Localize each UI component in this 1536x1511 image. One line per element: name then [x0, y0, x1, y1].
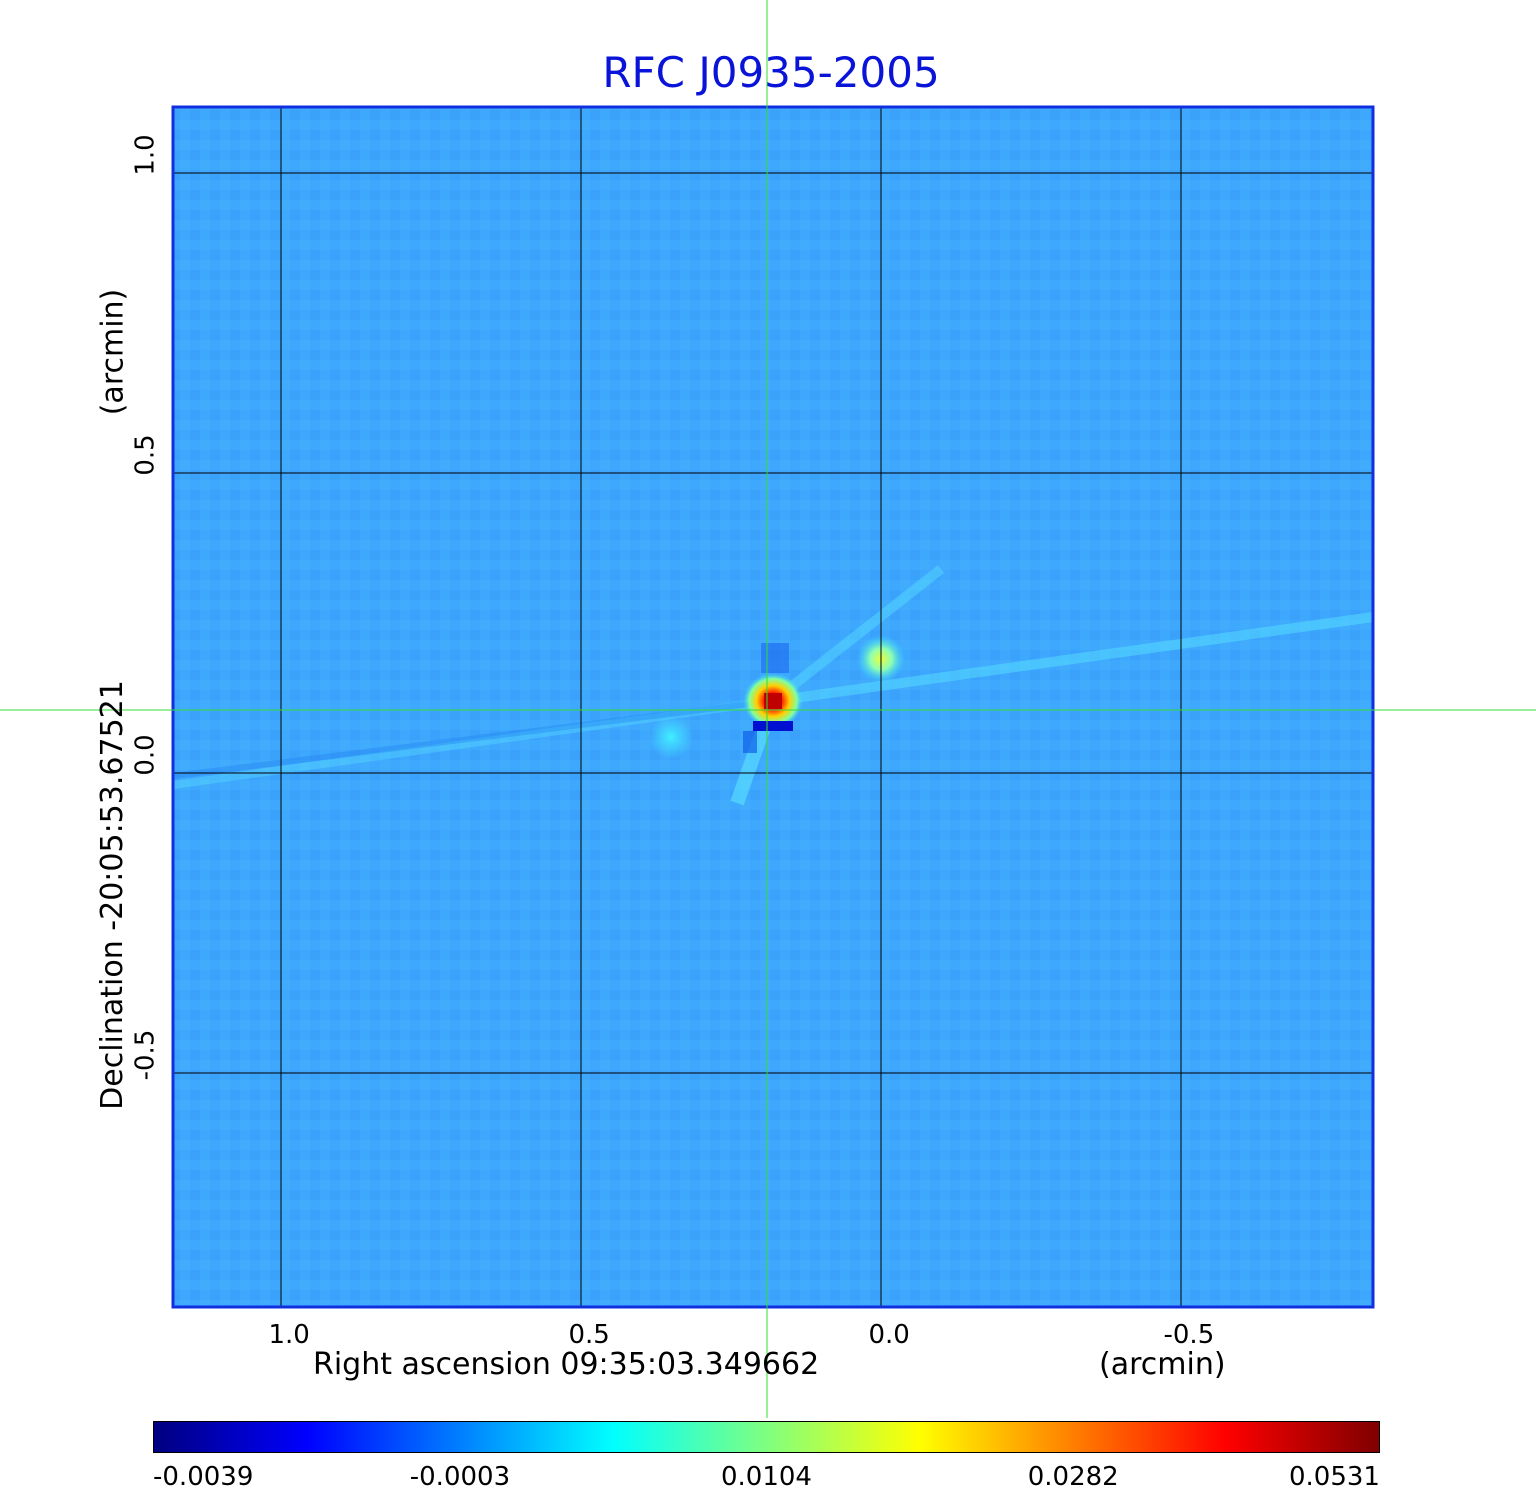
negative-sidelobe — [761, 643, 789, 673]
x-axis-unit: (arcmin) — [1099, 1347, 1226, 1382]
chart-title: RFC J0935-2005 — [602, 48, 940, 97]
sidelobe-streak — [772, 612, 1374, 706]
y-tick-label: 1.0 — [130, 134, 161, 176]
sidelobe-streak — [172, 698, 774, 779]
source-core — [764, 693, 782, 709]
colorbar-tick-label: -0.0039 — [153, 1462, 254, 1492]
negative-sidelobe — [753, 721, 793, 731]
x-tick-label: -0.5 — [1163, 1320, 1215, 1350]
x-tick-label: 0.5 — [568, 1320, 610, 1350]
emission-blob — [649, 715, 693, 759]
negative-sidelobe — [743, 731, 757, 753]
colorbar — [153, 1421, 1380, 1453]
x-axis-label: Right ascension 09:35:03.349662 — [313, 1347, 820, 1382]
colorbar-tick-label: 0.0531 — [1289, 1462, 1380, 1492]
x-tick-label: 1.0 — [268, 1320, 310, 1350]
y-tick-label: 0.0 — [130, 734, 161, 776]
y-axis-unit: (arcmin) — [94, 288, 130, 416]
sidelobe-streak — [172, 697, 774, 789]
y-tick-label: 0.5 — [130, 434, 161, 476]
y-tick-label: -0.5 — [129, 1029, 160, 1081]
colorbar-tick-label: -0.0003 — [409, 1462, 511, 1492]
plot-frame — [171, 105, 1375, 1309]
x-tick-label: 0.0 — [868, 1320, 910, 1350]
y-axis-label: Declination -20:05:53.67521 — [94, 680, 130, 1110]
colorbar-tick-label: 0.0282 — [1027, 1462, 1119, 1492]
colorbar-tick-label: 0.0104 — [721, 1462, 812, 1492]
